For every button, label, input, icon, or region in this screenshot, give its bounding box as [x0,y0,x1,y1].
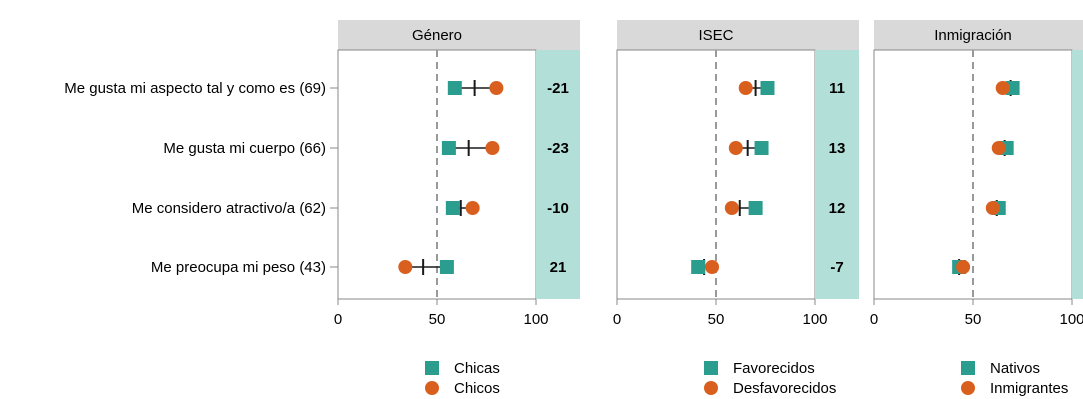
legend-label: Chicos [454,380,500,397]
point-circle [985,201,1000,215]
row-label: Me preocupa mi peso (43) [151,259,326,276]
difference-label: -23 [547,140,569,157]
difference-column [1072,50,1083,299]
point-circle [738,81,753,95]
point-circle [956,260,971,274]
point-circle [728,141,743,155]
panel-strip [874,20,1083,50]
panel-1: ISEC 0 50 100 11 13 12 -7 Favorecidos Desfavoreci… [613,20,859,397]
row-label: Me gusta mi aspecto tal y como es (69) [64,80,326,97]
point-circle [995,81,1010,95]
panel-strip [617,20,859,50]
legend-label: Nativos [990,360,1040,377]
panel-strip [338,20,580,50]
x-tick-label: 50 [708,311,725,328]
difference-label: -21 [547,80,569,97]
point-circle [398,260,413,274]
panel-title: Inmigración [934,27,1012,44]
point-square [447,81,462,95]
difference-label: 11 [829,80,845,97]
point-square [748,201,763,215]
point-circle [991,141,1006,155]
x-tick-label: 0 [870,311,878,328]
legend-circle [425,381,439,395]
legend-label: Desfavorecidos [733,380,836,397]
panel-0: Género 0 50 100 -21 -23 -10 21 Chicas Chicos [334,20,580,397]
legend-square [961,361,975,375]
point-square [439,260,454,274]
x-tick-label: 50 [429,311,446,328]
x-tick-label: 0 [613,311,621,328]
x-tick-label: 100 [1059,311,1083,328]
difference-label: 21 [550,259,567,276]
point-circle [485,141,500,155]
point-square [1005,81,1020,95]
difference-label: 13 [829,140,846,157]
legend-square [425,361,439,375]
row-label: Me gusta mi cuerpo (66) [163,140,326,157]
x-tick-label: 50 [965,311,982,328]
legend-circle [961,381,975,395]
legend-label: Chicas [454,360,500,377]
x-tick-label: 100 [802,311,827,328]
legend-label: Inmigrantes [990,380,1068,397]
difference-column [815,50,859,299]
legend-circle [704,381,718,395]
panel-title: ISEC [698,27,733,44]
panel-2: Inmigración050100543-2NativosInmigrantes [870,20,1083,397]
panel-title: Género [412,27,462,44]
legend-label: Favorecidos [733,360,815,377]
point-square [754,141,769,155]
point-square [760,81,775,95]
difference-label: -10 [547,200,569,217]
row-label: Me considero atractivo/a (62) [132,200,326,217]
x-tick-label: 0 [334,311,342,328]
point-square [445,201,460,215]
point-circle [705,260,720,274]
point-circle [465,201,480,215]
difference-column [536,50,580,299]
point-circle [724,201,739,215]
x-tick-label: 100 [523,311,548,328]
point-square [441,141,456,155]
legend-square [704,361,718,375]
point-circle [489,81,504,95]
difference-label: -7 [830,259,843,276]
point-square [691,260,706,274]
difference-label: 12 [829,200,846,217]
